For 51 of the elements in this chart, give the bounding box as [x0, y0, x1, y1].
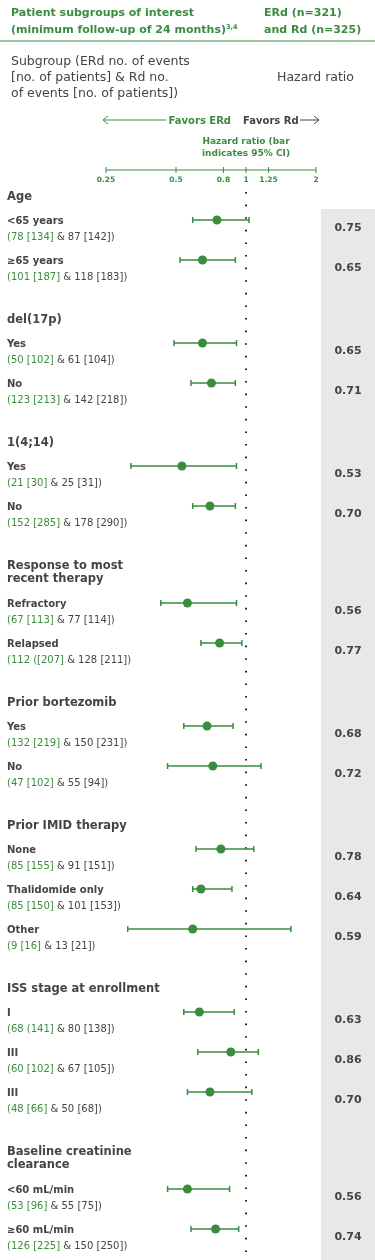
- data-label: 0.78: [334, 850, 362, 863]
- y-tick-label: ISS stage at enrollment: [7, 981, 161, 995]
- y-tick-label: Yes (132 [219] & 150 [231]): [6, 721, 128, 748]
- y-tick-label: Thalidomide only (85 [150] & 101 [153]): [7, 884, 122, 911]
- y-tick-label: Age: [7, 189, 33, 203]
- data-label: 0.75: [334, 221, 362, 234]
- y-tick-label: III (60 [102] & 67 [105]): [7, 1047, 115, 1074]
- data-label: 0.65: [334, 261, 362, 274]
- y-tick-label: I (68 (141] & 80 [138]): [7, 1007, 115, 1034]
- y-tick-label: None (85 [155] & 91 [151]): [7, 844, 115, 871]
- y-tick-label: ≥60 mL/min (126 [225] & 150 [250]): [7, 1224, 128, 1251]
- y-tick-label: Response to most recent therapy: [7, 558, 124, 585]
- data-label: 0.63: [334, 1013, 362, 1026]
- y-tick-label: ≥65 years (101 [187] & 118 [183]): [7, 255, 128, 282]
- text: Favors ERd: [168, 115, 231, 126]
- data-label: 0.65: [334, 344, 362, 357]
- text: Favors Rd: [243, 115, 299, 126]
- data-label: 0.86: [334, 1053, 362, 1066]
- data-label: 0.59: [334, 930, 362, 943]
- x-axis-title: Hazard ratio (bar indicates 95% CI): [201, 136, 291, 158]
- data-label: 0.56: [334, 1190, 362, 1203]
- y-tick-label: Prior IMID therapy: [7, 818, 128, 832]
- y-tick-label: No (47 [102] & 55 [94]): [7, 761, 109, 788]
- y-tick-label: No (123 [213] & 142 [218]): [7, 378, 128, 405]
- data-label: 0.70: [334, 1093, 362, 1106]
- data-label: 0.74: [334, 1230, 362, 1243]
- y-tick-label: Yes (50 [102] & 61 [104]): [6, 338, 115, 365]
- y-tick-label: No (152 [285] & 178 [290]): [7, 501, 128, 528]
- y-tick-label: III (48 [66] & 50 [68]): [7, 1087, 102, 1114]
- y-tick-label: Refractory (67 [113] & 77 [114]): [7, 598, 115, 625]
- data-label: 0.64: [334, 890, 362, 903]
- y-tick-label: del(17p): [7, 312, 62, 326]
- data-label: 0.72: [334, 767, 362, 780]
- y-tick-label: 1(4;14): [7, 435, 55, 449]
- y-tick-label: Baseline creatinine clearance: [7, 1144, 132, 1171]
- data-label: 0.71: [334, 384, 362, 397]
- y-tick-label: Yes (21 [30] & 25 [31]): [6, 461, 102, 488]
- y-tick-label: Prior bortezomib: [7, 695, 117, 709]
- data-label: 0.56: [334, 604, 362, 617]
- y-tick-label: Other (9 [16] & 13 [21]): [7, 924, 96, 951]
- y-tick-label: <65 years (78 [134] & 87 [142]): [7, 215, 115, 242]
- data-label: 0.70: [334, 507, 362, 520]
- text: Subgroup (ERd no. of events [no. of patients] & Rd no. of events [no. of patients]): [11, 53, 190, 100]
- data-label: 0.77: [334, 644, 362, 657]
- data-label: 0.68: [334, 727, 362, 740]
- text: Hazard ratio: [277, 69, 354, 84]
- y-tick-label: Relapsed (112 ([207] & 128 [211]): [7, 638, 132, 665]
- chart-subtitle: ERd (n=321) and Rd (n=325): [264, 6, 362, 36]
- data-label: 0.53: [334, 467, 362, 480]
- chart-title: Patient subgroups of interest (minimum follow-up of 24 months)$^{3,4}$: [11, 6, 239, 36]
- y-tick-label: <60 mL/min (53 [96] & 55 [75]): [7, 1184, 102, 1211]
